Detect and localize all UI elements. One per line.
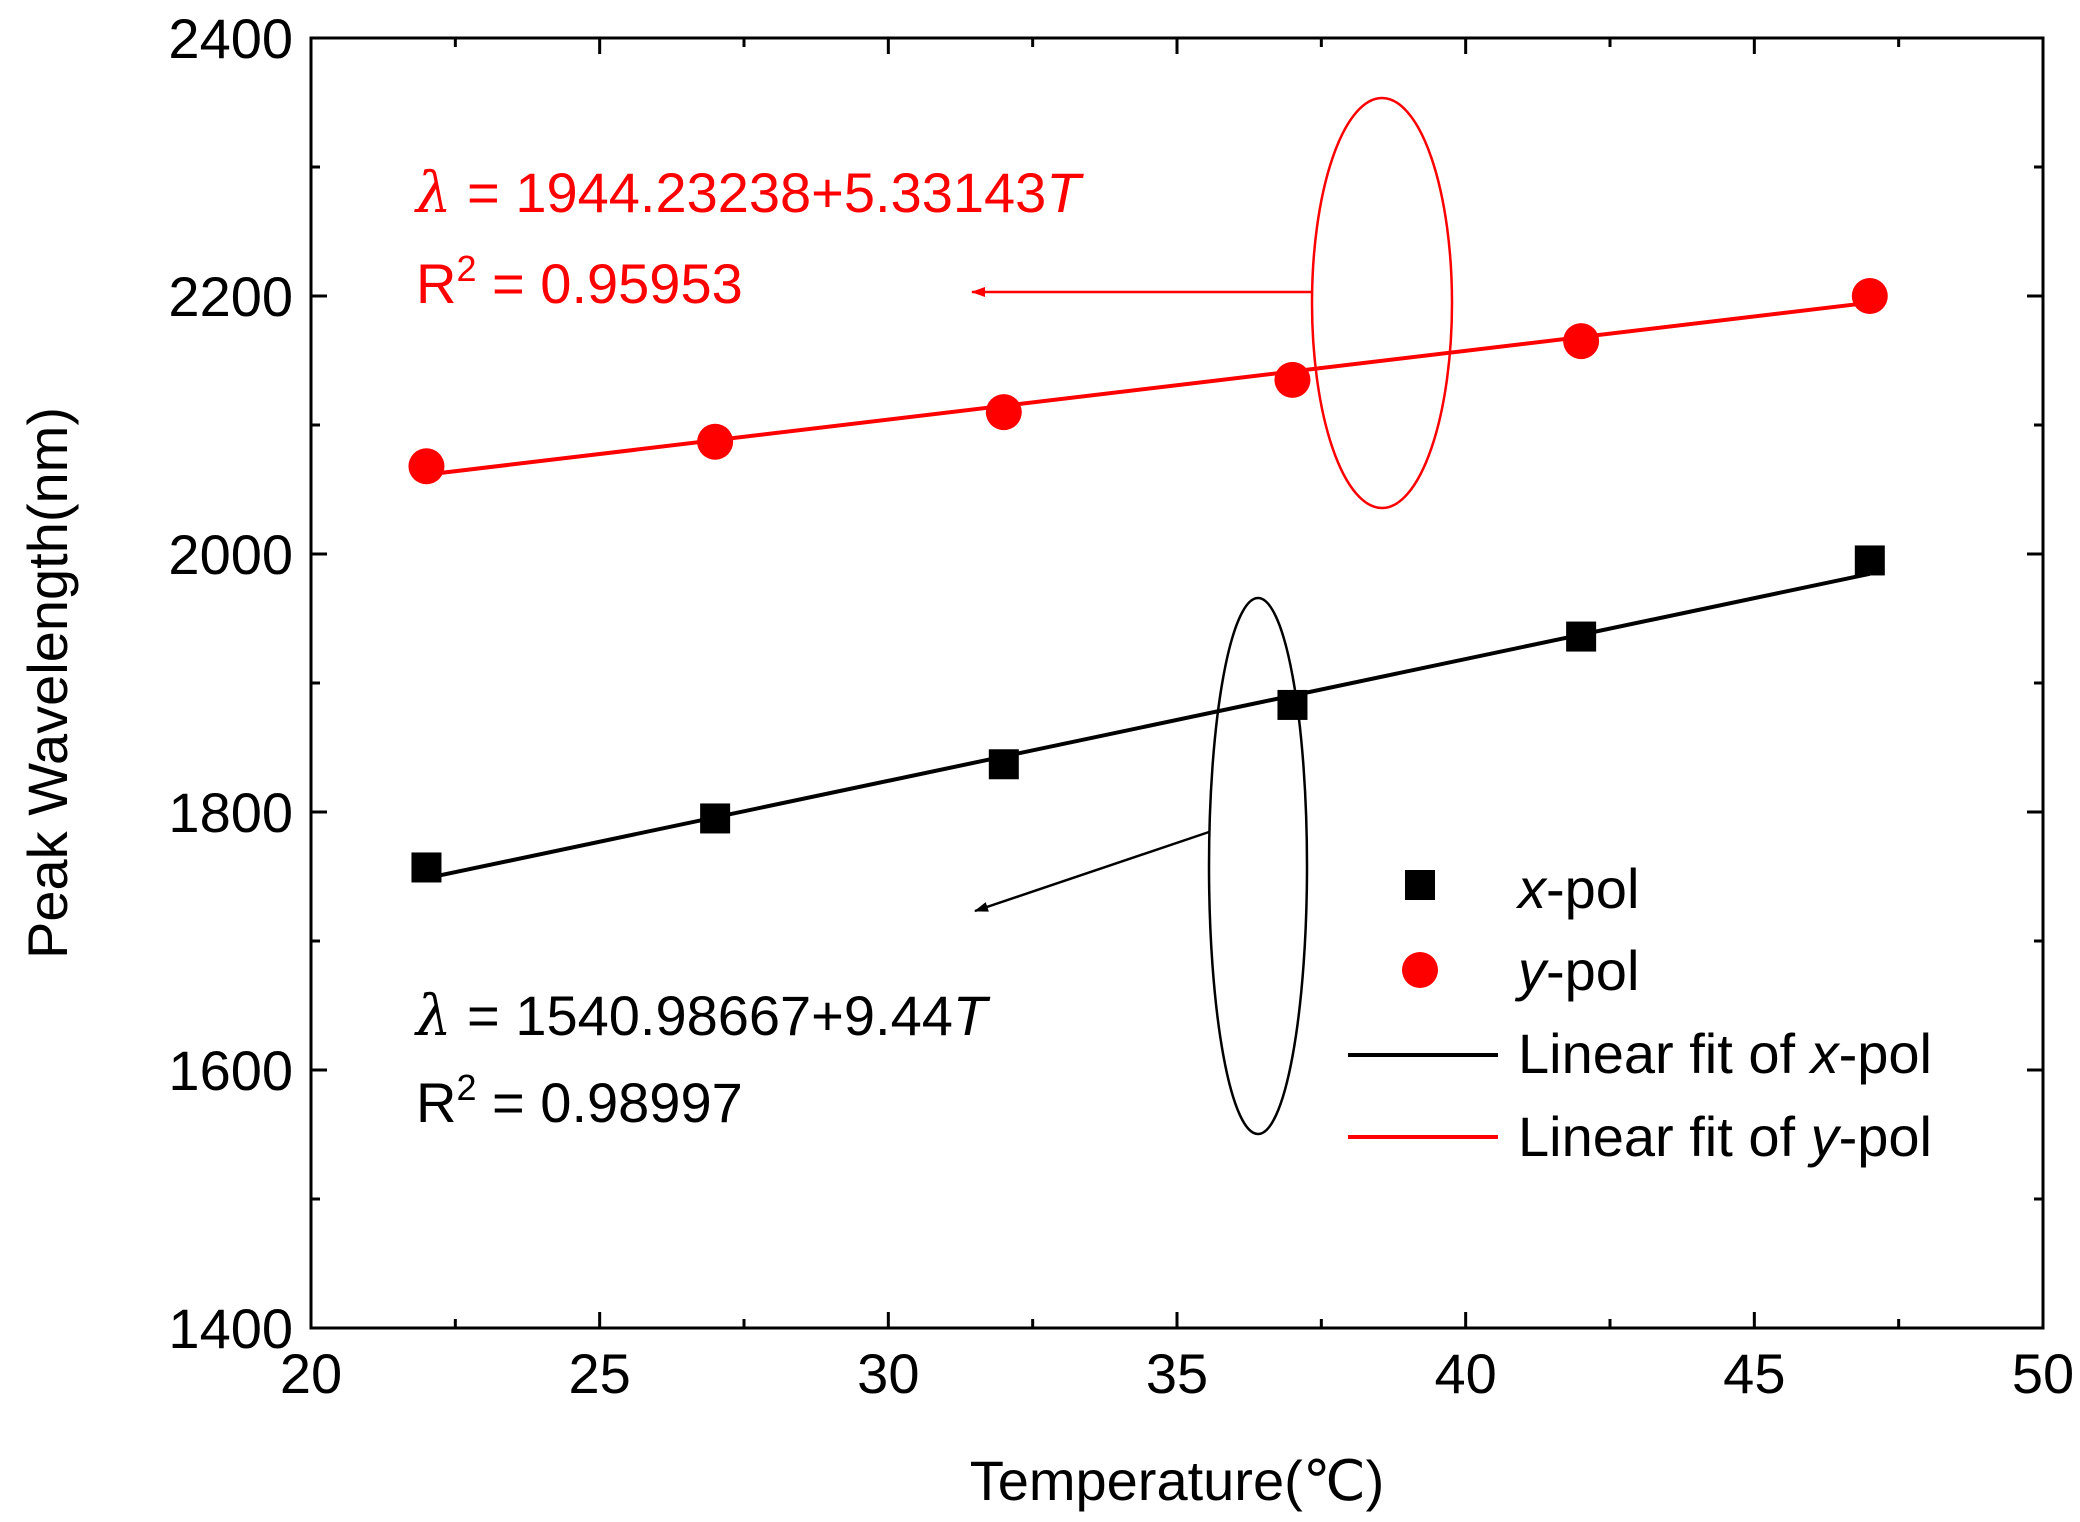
point-x-pol [1277,689,1308,720]
x-tick-label: 40 [1435,1342,1497,1405]
y-tick-label: 2400 [168,7,293,70]
fit-lines [426,300,1871,881]
y-tick-label: 1800 [168,781,293,844]
x-pol-fit-r2: R2 = 0.98997 [416,1067,743,1134]
axis-ticks [309,36,2045,1330]
x-tick-label: 50 [2012,1342,2074,1405]
legend-marker-x-pol [1405,870,1435,900]
y-tick-label: 1600 [168,1039,293,1102]
y-pol-annotation-ellipse [1310,96,1454,510]
legend-marker-y-pol [1402,952,1438,988]
x-tick-label: 25 [569,1342,631,1405]
point-y-pol [985,394,1022,431]
point-y-pol [408,448,445,485]
point-y-pol [1563,323,1600,360]
legend-label-x-pol: x-pol [1515,857,1639,920]
legend-label-x-fit: Linear fit of x-pol [1518,1022,1932,1085]
legend-label-y-pol: y-pol [1514,939,1639,1002]
point-x-pol [988,749,1019,780]
point-y-pol [1274,361,1311,398]
y-tick-label: 2000 [168,523,293,586]
x-tick-label: 20 [280,1342,342,1405]
point-y-pol [1851,278,1888,314]
data-markers [408,278,1888,883]
fit-line-y-pol [426,300,1871,477]
fit-line-x-pol [426,571,1871,881]
x-tick-label: 35 [1146,1342,1208,1405]
x-tick-label: 30 [857,1342,919,1405]
legend: x-pol y-pol Linear fit of x-pol Linear f… [1348,857,1932,1168]
legend-label-y-fit: Linear fit of y-pol [1518,1105,1932,1168]
axis-tick-labels: 20 25 30 35 40 45 50 1400 1600 1800 2000 2200 2400 [168,7,2074,1405]
y-pol-fit-equation: λ = 1944.23238+5.33143T [414,161,1084,226]
point-x-pol [1854,545,1885,576]
x-tick-label: 45 [1723,1342,1785,1405]
y-pol-fit-r2: R2 = 0.95953 [416,248,743,315]
x-pol-annotation-ellipse [1207,596,1309,1136]
point-x-pol [1566,621,1597,652]
x-axis-title: Temperature(℃) [970,1449,1385,1512]
y-tick-label: 2200 [168,265,293,328]
x-pol-annotation-arrow [974,830,1210,913]
point-y-pol [697,423,734,460]
y-tick-label: 1400 [168,1297,293,1360]
point-x-pol [700,803,731,834]
x-pol-fit-equation: λ = 1540.98667+9.44T [414,984,991,1049]
point-x-pol [411,852,442,883]
y-axis-title: Peak Wavelength(nm) [16,407,79,959]
